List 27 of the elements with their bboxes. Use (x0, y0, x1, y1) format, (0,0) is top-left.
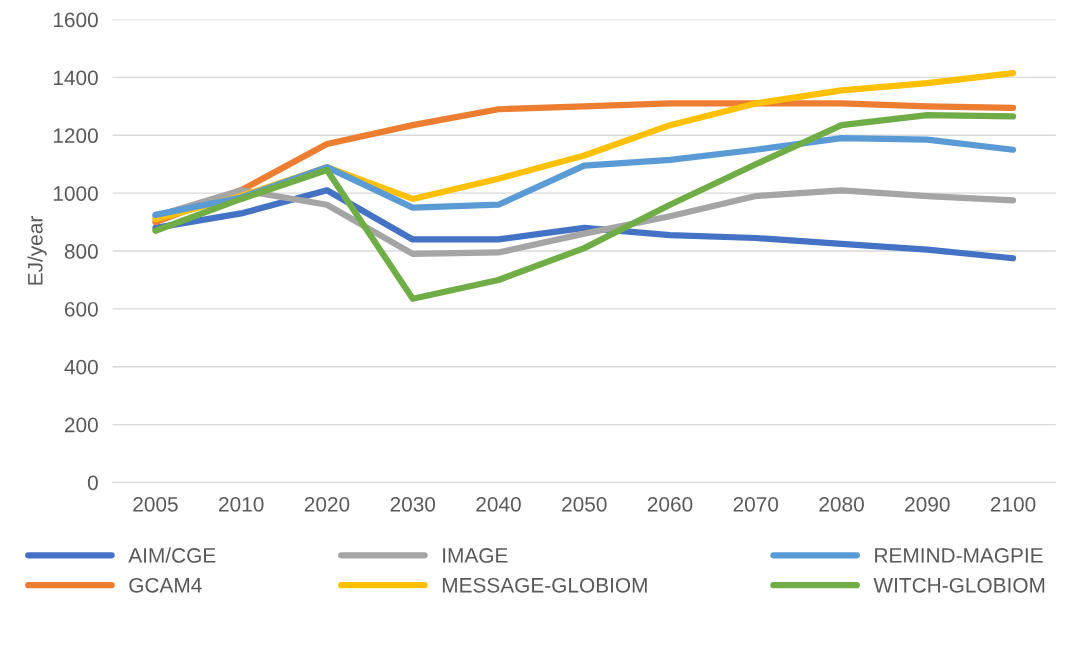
legend-label: REMIND-MAGPIE (875, 548, 1043, 563)
x-tick-label: 2050 (562, 496, 607, 512)
y-tick-label: 0 (87, 475, 98, 491)
x-tick-label: 2070 (733, 496, 779, 512)
x-tick-label: 2090 (905, 496, 950, 512)
y-tick-label: 600 (64, 301, 98, 317)
y-tick-label: 800 (64, 244, 98, 259)
legend-label: GCAM4 (129, 577, 202, 593)
x-tick-label: 2080 (819, 496, 864, 512)
legend-label: IMAGE (443, 548, 508, 563)
x-tick-label: 2020 (304, 496, 350, 512)
legend-label: WITCH-GLOBIOM (873, 577, 1045, 593)
x-tick-label: 2100 (990, 496, 1036, 512)
y-tick-label: 1000 (53, 186, 98, 201)
y-tick-label: 200 (64, 417, 98, 433)
y-tick-label: 400 (64, 359, 98, 375)
x-tick-label: 2040 (476, 496, 521, 512)
y-tick-label: 1400 (53, 70, 98, 86)
x-tick-label: 2030 (390, 496, 436, 512)
legend-label: MESSAGE-GLOBIOM (442, 577, 647, 593)
y-axis-title: EJ/year (27, 216, 47, 285)
y-tick-label: 1600 (53, 12, 98, 28)
x-tick-label: 2010 (219, 496, 264, 512)
y-tick-label: 1200 (53, 128, 98, 144)
legend-label: AIM/CGE (128, 547, 216, 563)
x-tick-label: 2060 (647, 496, 693, 512)
x-tick-label: 2005 (133, 496, 178, 512)
